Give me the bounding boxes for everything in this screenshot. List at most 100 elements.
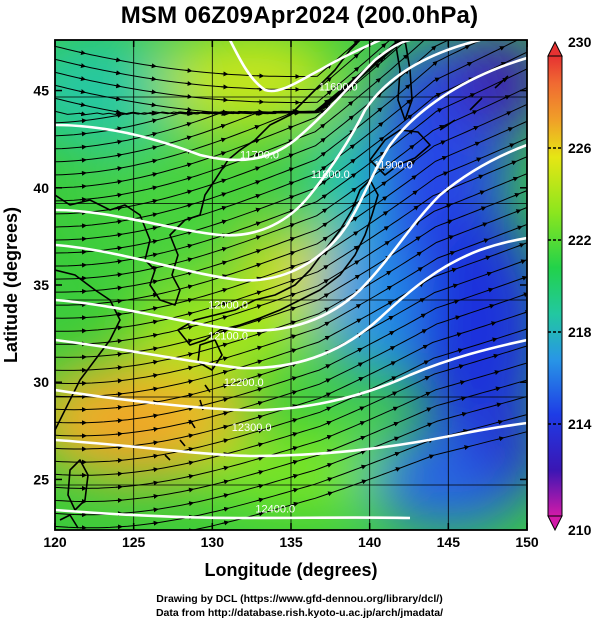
streamline-arrow (253, 166, 261, 172)
streamline-arrow (256, 483, 264, 489)
streamline-arrow (415, 251, 423, 257)
streamline-arrow (185, 122, 193, 127)
streamline-arrow (288, 223, 296, 228)
streamline-arrow (222, 493, 230, 499)
contour-label: 11700.0 (240, 150, 279, 162)
streamline-arrow (347, 100, 354, 107)
streamline-arrow (462, 445, 470, 451)
streamline-arrow (254, 180, 261, 185)
streamline-arrow (115, 219, 123, 225)
streamline-arrow (418, 298, 426, 303)
streamline-arrow (253, 125, 261, 130)
streamline-arrow (187, 474, 194, 479)
streamline-arrow (321, 208, 328, 214)
streamline-arrow (186, 297, 194, 303)
streamline-arrow (355, 318, 362, 324)
streamline-arrow (253, 138, 261, 144)
streamline-arrow (358, 406, 365, 412)
contour-label: 12200.0 (224, 377, 264, 389)
streamline-arrow (151, 467, 159, 473)
streamline-arrow (151, 346, 159, 352)
streamline-arrow (490, 337, 498, 343)
streamline-arrow (289, 320, 297, 326)
streamline-arrow (186, 379, 194, 385)
streamline-arrow (152, 536, 158, 537)
streamline-arrow (387, 315, 394, 321)
streamline-arrow (79, 170, 87, 176)
contour-line (55, 421, 527, 458)
contour-label: 11800.0 (311, 169, 350, 181)
streamline-arrow (219, 178, 227, 184)
streamline-arrow (430, 31, 434, 35)
streamline-arrow (115, 365, 123, 371)
streamline-arrow (530, 394, 536, 396)
streamline-arrow (151, 520, 159, 526)
streamline-arrow (114, 57, 122, 63)
streamline (55, 40, 426, 202)
streamline-arrow (291, 501, 299, 507)
streamline-arrow (322, 236, 329, 242)
streamline-arrow (79, 157, 87, 163)
streamline-arrow (115, 471, 123, 477)
contour-line (55, 236, 527, 370)
colorbar-max-triangle (547, 40, 563, 57)
streamline-arrow (222, 479, 230, 485)
streamline-arrow (289, 278, 297, 284)
streamline-arrow (408, 31, 413, 35)
streamline-arrow (391, 391, 398, 397)
streamline-arrow (221, 356, 229, 362)
streamline-arrow (186, 446, 194, 452)
contour-label: 12400.0 (255, 504, 295, 516)
streamline-arrow (185, 189, 193, 195)
y-tick-label: 35 (33, 277, 49, 293)
streamline-arrow (288, 250, 296, 256)
streamline-arrow (115, 444, 123, 450)
streamline-arrow (254, 207, 262, 213)
streamline-arrow (149, 63, 157, 69)
streamline-arrow (430, 45, 437, 51)
streamline-arrow (185, 162, 193, 168)
streamline-arrow (288, 209, 296, 214)
streamline-arrow (186, 392, 194, 398)
streamline-arrow (459, 396, 467, 402)
streamline-arrow (185, 135, 193, 141)
streamline-arrow (255, 290, 263, 296)
x-tick-label: 125 (122, 534, 146, 550)
streamline-arrow (479, 206, 487, 212)
streamline-arrow (356, 362, 364, 368)
contour-line (55, 143, 527, 332)
streamline-arrow (513, 193, 520, 198)
streamline-arrow (353, 66, 360, 72)
streamline-arrow (186, 433, 194, 439)
streamline-arrow (482, 238, 490, 244)
streamline-arrow (463, 30, 468, 33)
streamline-arrow (386, 285, 393, 291)
streamline-arrow (220, 246, 228, 252)
streamline-arrow (256, 373, 263, 379)
streamline-arrow (359, 464, 367, 470)
streamline-arrow (79, 76, 86, 81)
streamline-arrow (378, 136, 385, 142)
streamline-arrow (420, 329, 428, 334)
streamline (55, 68, 527, 267)
streamline-arrow (323, 99, 330, 105)
colorbar-tick-label: 218 (568, 324, 592, 340)
streamline-arrow (291, 473, 299, 479)
streamline-arrow (185, 94, 193, 100)
streamline-arrow (255, 359, 263, 365)
streamline-arrow (493, 370, 500, 375)
streamline-arrow (319, 137, 326, 143)
x-tick-label: 150 (515, 534, 539, 550)
streamline-arrow (254, 193, 261, 199)
streamline-arrow (151, 252, 159, 258)
streamline-arrow (452, 299, 460, 305)
streamline-arrow (481, 222, 488, 227)
streamline-arrow (393, 451, 401, 457)
streamline (55, 120, 527, 306)
streamline-arrow (320, 165, 327, 171)
streamline-arrow (392, 436, 400, 442)
streamline (55, 87, 527, 280)
streamline-arrow (424, 391, 432, 397)
streamline-arrow (321, 194, 328, 200)
streamline-arrow (115, 391, 123, 397)
